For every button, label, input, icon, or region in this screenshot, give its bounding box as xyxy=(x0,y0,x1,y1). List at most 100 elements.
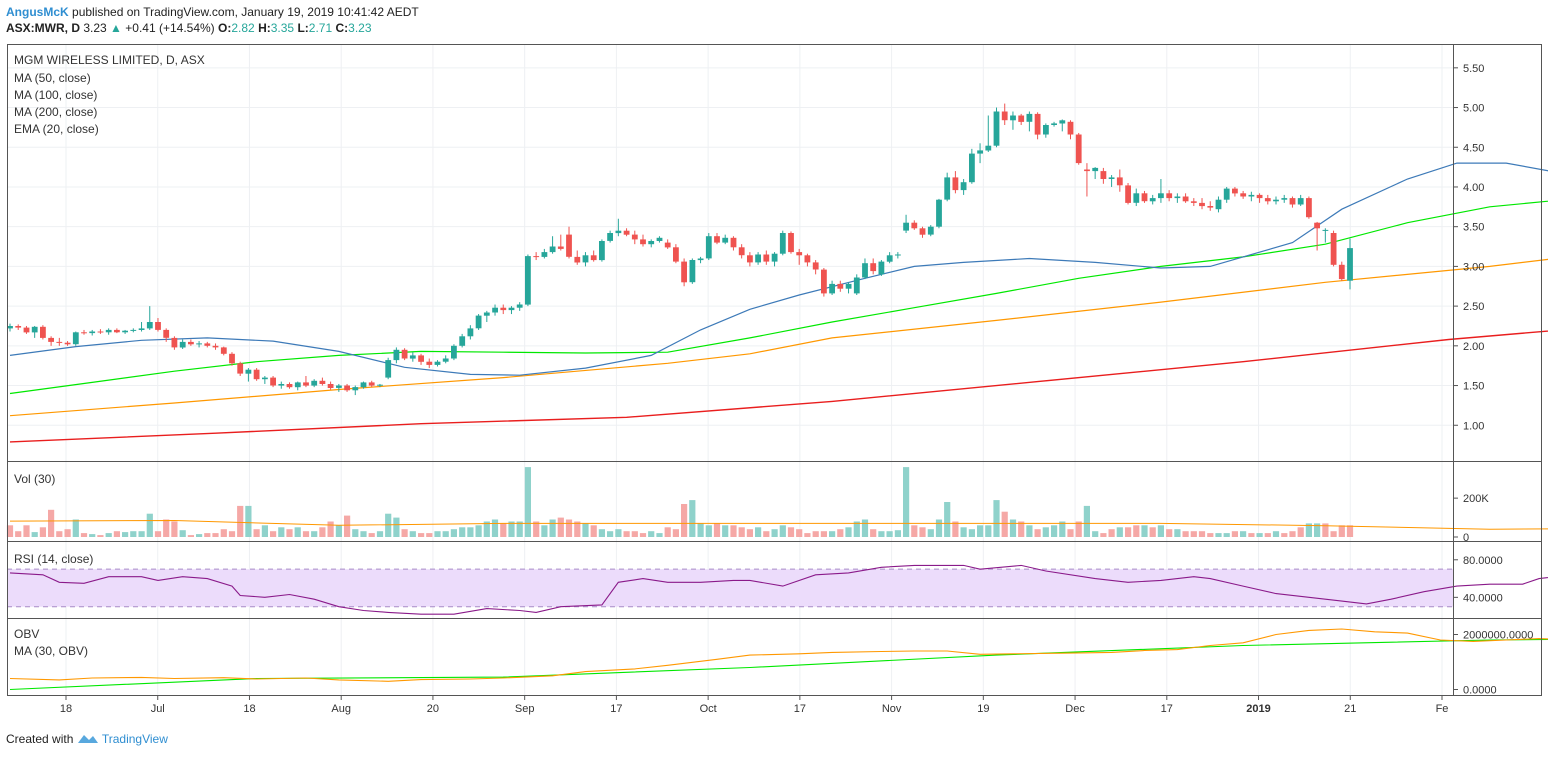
candle-body xyxy=(878,261,885,275)
volume-bar xyxy=(302,531,310,537)
candle-body xyxy=(360,382,367,388)
volume-bar xyxy=(944,502,951,537)
x-tick-label: 17 xyxy=(610,703,622,715)
candle-body xyxy=(459,336,466,346)
candle-body xyxy=(451,345,457,359)
volume-bar xyxy=(376,531,384,537)
obv-tick-label: 2000000.0000 xyxy=(1463,630,1533,642)
candle-body xyxy=(870,263,877,272)
volume-bar xyxy=(1067,529,1074,537)
price-tick-label: 5.50 xyxy=(1463,63,1484,75)
x-tick-label: 17 xyxy=(1161,703,1173,715)
volume-bar xyxy=(1182,531,1189,537)
close-value: 3.23 xyxy=(348,21,372,35)
candle-body xyxy=(253,369,260,380)
price-tick-label: 5.00 xyxy=(1463,103,1484,115)
candle-body xyxy=(1166,193,1173,199)
candle-body xyxy=(845,283,852,289)
volume-bar xyxy=(1133,525,1140,537)
open-label: O: xyxy=(218,21,232,35)
candle-body xyxy=(664,242,671,248)
volume-bar xyxy=(1314,523,1321,537)
author-link[interactable]: AngusMcK xyxy=(6,5,69,19)
volume-bar xyxy=(163,519,170,537)
candle-body xyxy=(442,358,449,362)
x-tick-label: Oct xyxy=(700,703,717,715)
price-panel[interactable] xyxy=(7,103,1548,443)
candle-body xyxy=(1199,202,1205,207)
candle-body xyxy=(895,254,901,256)
volume-bar xyxy=(689,500,696,537)
candle-body xyxy=(1051,123,1057,125)
candle-body xyxy=(582,255,589,263)
volume-bar xyxy=(80,533,88,537)
rsi-panel[interactable] xyxy=(7,564,1548,615)
volume-bar xyxy=(1141,525,1148,537)
legend-rsi: RSI (14, close) xyxy=(14,552,93,566)
volume-bar xyxy=(1018,521,1025,537)
candle-body xyxy=(1248,194,1255,197)
volume-bar xyxy=(1009,519,1017,537)
candle-body xyxy=(15,326,22,328)
candle-body xyxy=(1273,199,1279,202)
candle-body xyxy=(705,236,712,259)
volume-bar xyxy=(286,529,293,537)
volume-bar xyxy=(500,523,507,537)
volume-bar xyxy=(590,525,597,537)
volume-bar xyxy=(171,521,178,537)
candle-body xyxy=(1207,206,1214,208)
candle-body xyxy=(1314,222,1320,229)
candle-body xyxy=(640,239,646,245)
volume-bar xyxy=(450,529,457,537)
candle-body xyxy=(220,347,227,354)
volume-bar xyxy=(541,525,548,537)
volume-bar xyxy=(1108,529,1115,537)
volume-bar xyxy=(713,523,721,537)
candle-body xyxy=(911,222,918,229)
candle-body xyxy=(1289,198,1296,205)
volume-bar xyxy=(952,521,959,537)
volume-bar xyxy=(1256,533,1263,537)
candle-body xyxy=(311,380,318,386)
candle-body xyxy=(623,230,630,235)
volume-bar xyxy=(204,533,211,537)
legend-obv: OBV xyxy=(14,627,39,641)
volume-bar xyxy=(1289,531,1296,537)
volume-bar xyxy=(557,517,564,537)
volume-bar xyxy=(245,505,252,537)
price-tick-label: 4.50 xyxy=(1463,142,1484,154)
rsi-tick-label: 40.0000 xyxy=(1463,592,1503,604)
volume-bar xyxy=(903,467,910,537)
volume-bar xyxy=(1305,523,1312,537)
volume-bar xyxy=(1083,505,1090,537)
tradingview-link[interactable]: TradingView xyxy=(101,732,168,746)
volume-bar xyxy=(837,529,844,537)
volume-bar xyxy=(779,525,786,537)
volume-bar xyxy=(697,523,704,537)
candle-body xyxy=(368,382,375,386)
candle-body xyxy=(1010,115,1016,121)
candle-body xyxy=(796,252,803,256)
volume-panel[interactable] xyxy=(6,467,1548,537)
ma200-line xyxy=(9,330,1548,443)
volume-bar xyxy=(878,531,885,537)
volume-bar xyxy=(1215,533,1222,537)
candle-body xyxy=(31,326,38,333)
x-tick-label: 18 xyxy=(243,703,255,715)
obv-panel[interactable] xyxy=(9,628,1548,691)
candle-body xyxy=(648,241,655,245)
volume-bar xyxy=(598,529,605,537)
volume-bar xyxy=(401,529,408,537)
candle-body xyxy=(714,236,720,243)
volume-bar xyxy=(327,521,334,537)
open-value: 2.82 xyxy=(231,21,255,35)
price-tick-label: 1.50 xyxy=(1463,381,1484,393)
volume-bar xyxy=(935,519,943,537)
candle-body xyxy=(1084,169,1090,172)
chart-title: MGM WIRELESS LIMITED, D, ASX xyxy=(14,53,205,67)
volume-bar xyxy=(352,529,359,537)
volume-bar xyxy=(787,527,795,537)
candle-body xyxy=(1182,196,1189,202)
volume-bar xyxy=(1059,521,1066,537)
